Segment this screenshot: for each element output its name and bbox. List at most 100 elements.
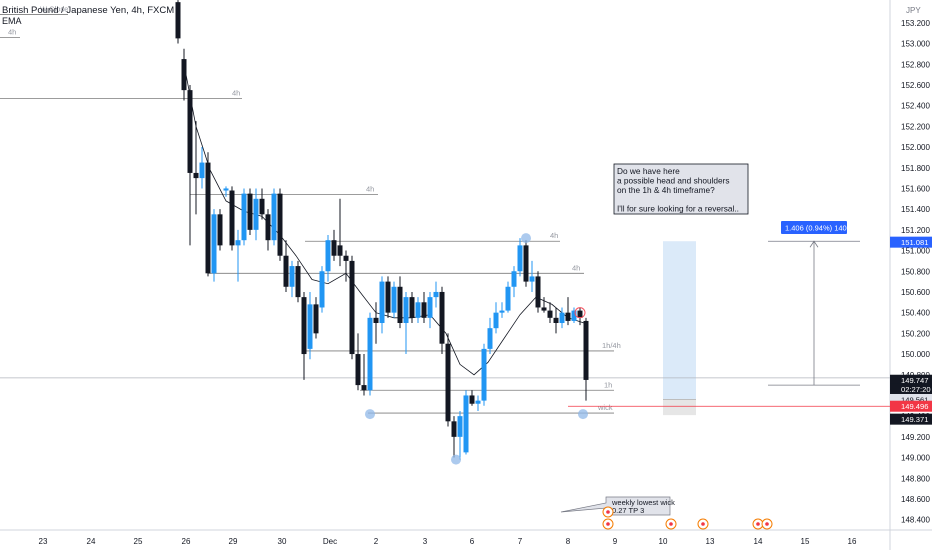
- y-tick-label: 149.000: [901, 454, 930, 463]
- indicator-label: EMA: [2, 16, 22, 26]
- prediction-zone: [663, 241, 696, 416]
- bear-candle: [355, 354, 361, 386]
- support-resistance-levels: W Close 4h 4h 4h 4h 4h 1h/4h 1h wick: [0, 5, 890, 414]
- event-dot: [701, 522, 705, 526]
- bull-candle: [307, 304, 313, 349]
- x-tick-label: 16: [848, 537, 857, 546]
- candles: [175, 0, 589, 460]
- bear-candle: [193, 172, 199, 179]
- bear-candle: [523, 245, 529, 282]
- bull-candle: [499, 310, 505, 313]
- price-axis: 153.200 153.000 152.800 152.600 152.400 152.2…: [890, 19, 932, 525]
- level-label: W Close: [40, 5, 68, 14]
- x-tick-label: 15: [801, 537, 810, 546]
- bull-candle: [559, 312, 565, 323]
- bear-candle: [313, 304, 319, 334]
- y-tick-label: 152.200: [901, 122, 930, 131]
- bear-candle: [409, 297, 415, 318]
- note-line: I'll for sure looking for a reversal..: [617, 204, 739, 214]
- price-tag-box: [890, 383, 932, 395]
- bear-candle: [577, 310, 583, 318]
- x-tick-label: 9: [613, 537, 618, 546]
- level-label: wick: [597, 403, 613, 412]
- x-tick-label: 6: [470, 537, 475, 546]
- bear-candle: [187, 90, 193, 173]
- x-tick-label: 14: [754, 537, 763, 546]
- y-tick-label: 153.000: [901, 40, 930, 49]
- level-label: 4h: [8, 27, 16, 36]
- stop-zone: [663, 399, 696, 416]
- callout-line: 0.27 TP 3: [612, 506, 644, 515]
- pattern-markers: [365, 233, 588, 465]
- bear-candle: [181, 59, 187, 91]
- price-tag-label: 149.747: [901, 376, 928, 385]
- price-tag-label: 151.081: [901, 238, 928, 247]
- bear-candle: [361, 385, 367, 391]
- measure-label: 1.406 (0.94%) 140.6: [785, 224, 853, 233]
- price-tag-box: [890, 374, 932, 386]
- price-tag-label: 149.561: [901, 395, 928, 404]
- bull-candle: [463, 395, 469, 453]
- level-label: 4h: [366, 185, 374, 194]
- chart-header: British Pound / Japanese Yen, 4h, FXCM E…: [2, 5, 921, 26]
- bear-candle: [343, 255, 349, 261]
- y-tick-label: 150.600: [901, 288, 930, 297]
- event-dot: [669, 522, 673, 526]
- x-tick-label: 13: [706, 537, 715, 546]
- bear-candle: [439, 291, 445, 344]
- bull-candle: [271, 193, 277, 241]
- note-line: Do we have here: [617, 166, 680, 176]
- y-tick-label: 152.600: [901, 81, 930, 90]
- bull-candle: [433, 291, 439, 298]
- y-tick-label: 151.400: [901, 205, 930, 214]
- bear-candle: [469, 395, 475, 404]
- note-line: a possible head and shoulders: [617, 175, 730, 185]
- bull-candle: [223, 188, 229, 191]
- x-tick-label: 25: [134, 537, 143, 546]
- y-tick-label: 150.200: [901, 329, 930, 338]
- y-tick-label: 152.800: [901, 60, 930, 69]
- bull-candle: [241, 193, 247, 241]
- bull-candle: [367, 317, 373, 391]
- x-tick-label: 26: [182, 537, 191, 546]
- y-tick-label: 148.800: [901, 474, 930, 483]
- x-tick-label: Dec: [323, 537, 337, 546]
- bear-candle: [553, 317, 559, 323]
- x-tick-label: 3: [423, 537, 428, 546]
- measure-arrow: [809, 240, 819, 248]
- x-tick-label: 29: [229, 537, 238, 546]
- bull-candle: [481, 348, 487, 401]
- y-tick-label: 148.600: [901, 495, 930, 504]
- y-tick-label: 149.200: [901, 433, 930, 442]
- bull-candle: [403, 297, 409, 323]
- bear-candle: [277, 193, 283, 256]
- currency-label: JPY: [906, 6, 921, 15]
- y-tick-label: 150.400: [901, 309, 930, 318]
- bear-candle: [217, 214, 223, 246]
- y-tick-label: 152.000: [901, 143, 930, 152]
- x-tick-label: 8: [566, 537, 571, 546]
- bear-candle: [565, 312, 571, 321]
- note-box: [613, 163, 749, 215]
- time-axis: 23 24 25 26 29 30 Dec 2 3 6 7 8 9 10 13 14 15 16: [39, 537, 857, 546]
- bear-candle: [535, 276, 541, 308]
- x-tick-label: 2: [374, 537, 379, 546]
- price-tag-box: [890, 236, 932, 248]
- bull-candle: [493, 312, 499, 329]
- ema-line: [185, 74, 585, 376]
- bear-candle: [349, 260, 355, 355]
- bull-candle: [505, 286, 511, 311]
- bull-candle: [517, 245, 523, 272]
- x-tick-label: 10: [659, 537, 668, 546]
- bear-candle: [295, 266, 301, 298]
- bull-candle: [415, 302, 421, 318]
- pattern-point-marker: [521, 233, 531, 244]
- level-label: 4h: [550, 231, 558, 240]
- shoulder-marker: [574, 307, 586, 319]
- price-tag-label: 02:27:20: [901, 385, 931, 394]
- symbol-title: British Pound / Japanese Yen, 4h, FXCM: [2, 5, 174, 16]
- y-tick-label: 151.600: [901, 184, 930, 193]
